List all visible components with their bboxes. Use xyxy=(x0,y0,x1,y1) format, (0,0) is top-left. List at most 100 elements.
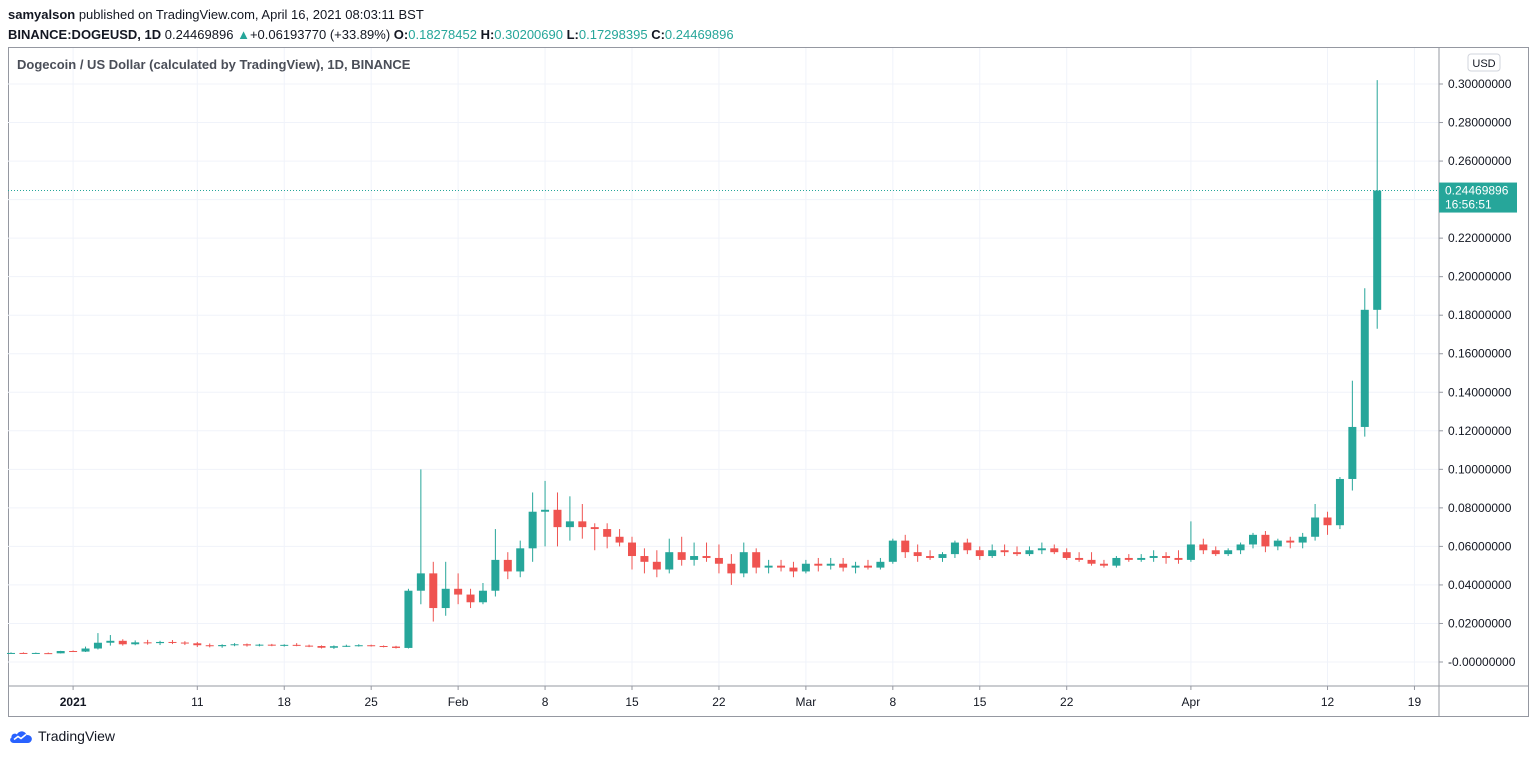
candle-body xyxy=(839,563,848,568)
candle-body xyxy=(1000,550,1009,553)
candle xyxy=(1013,546,1022,557)
candle-body xyxy=(565,521,574,528)
candle-body xyxy=(1174,557,1183,560)
footer-brand[interactable]: TradingView xyxy=(8,727,115,745)
candle-body xyxy=(615,536,624,543)
candle-body xyxy=(31,652,40,654)
footer-brand-label: TradingView xyxy=(38,728,116,744)
candle-body xyxy=(677,552,686,560)
candle-body xyxy=(913,552,922,557)
candle xyxy=(752,548,761,574)
candle-body xyxy=(1236,544,1245,551)
candle-body xyxy=(280,644,289,646)
candle-body xyxy=(690,556,699,560)
candle xyxy=(93,633,102,650)
candle xyxy=(305,644,314,648)
candle xyxy=(702,542,711,562)
candle xyxy=(615,529,624,547)
y-tick-label: -0.00000000 xyxy=(1448,655,1516,669)
candle xyxy=(1025,546,1034,557)
open-label: O: xyxy=(393,27,409,42)
last-price-badge xyxy=(1439,182,1517,213)
candle xyxy=(156,640,165,646)
candle xyxy=(7,652,15,654)
candle xyxy=(280,644,289,647)
candle xyxy=(292,643,301,647)
candle-body xyxy=(1249,534,1257,545)
candle xyxy=(19,652,28,654)
candle xyxy=(255,643,264,647)
candle xyxy=(516,540,525,578)
candle xyxy=(131,640,140,646)
x-tick-label: 22 xyxy=(1060,695,1074,709)
candle-body xyxy=(1162,556,1171,558)
x-tick-label: 2021 xyxy=(60,695,87,709)
candle-body xyxy=(156,641,165,644)
candle-body xyxy=(1124,557,1133,560)
candle-body xyxy=(888,540,897,562)
author-name[interactable]: samyalson xyxy=(8,7,76,22)
candle xyxy=(590,523,599,551)
candle-body xyxy=(764,565,773,568)
up-arrow-icon: ▲ xyxy=(237,27,250,42)
currency-label: USD xyxy=(1472,58,1495,70)
candle xyxy=(926,550,935,560)
candle xyxy=(938,552,947,562)
last-price: 0.24469896 xyxy=(164,27,234,42)
candle-body xyxy=(292,644,301,646)
candle xyxy=(478,583,487,605)
candle xyxy=(1311,504,1320,541)
countdown-label: 16:56:51 xyxy=(1445,198,1492,212)
candle-body xyxy=(1261,534,1270,547)
candle xyxy=(44,652,53,655)
candle-body xyxy=(590,527,599,530)
candle xyxy=(777,559,786,572)
currency-label-box xyxy=(1467,53,1501,72)
candle-body xyxy=(789,567,798,572)
x-tick-label: 8 xyxy=(889,695,896,709)
low-label: L: xyxy=(566,27,579,42)
candle xyxy=(329,645,338,649)
candle-body xyxy=(367,645,376,647)
candle-body xyxy=(876,561,885,568)
candle xyxy=(528,492,537,562)
candle xyxy=(441,561,450,616)
candle-body xyxy=(131,642,140,645)
candle xyxy=(764,559,773,574)
chart-frame[interactable] xyxy=(8,47,1529,717)
candle-body xyxy=(1360,309,1369,427)
y-tick-label: 0.02000000 xyxy=(1448,616,1512,630)
candle xyxy=(714,544,723,574)
candle-body xyxy=(963,542,972,551)
candle xyxy=(652,550,661,578)
candle-body xyxy=(317,646,326,648)
candle-body xyxy=(19,652,28,654)
candle xyxy=(1348,380,1357,491)
candle xyxy=(56,650,65,654)
price-change: +0.06193770 (+33.89%) xyxy=(249,27,391,42)
y-tick-label: 0.12000000 xyxy=(1448,424,1512,438)
candle-body xyxy=(454,588,463,595)
candle xyxy=(603,523,612,549)
candle xyxy=(1124,554,1133,562)
x-tick-label: 15 xyxy=(973,695,987,709)
candle-body xyxy=(242,644,251,646)
tradingview-cloud-icon xyxy=(10,731,32,743)
candle-body xyxy=(665,552,674,570)
candle xyxy=(466,588,475,609)
candle xyxy=(851,561,860,574)
y-tick-label: 0.26000000 xyxy=(1448,154,1512,168)
published-text: published on TradingView.com, April 16, … xyxy=(78,7,424,22)
candle xyxy=(1137,554,1146,562)
candle-body xyxy=(1099,563,1108,566)
candle xyxy=(429,561,438,622)
candle xyxy=(1174,550,1183,564)
candle xyxy=(267,643,276,647)
candle-body xyxy=(329,646,338,648)
candle-body xyxy=(441,588,450,609)
candle-body xyxy=(1348,426,1357,479)
candle-body xyxy=(1323,517,1332,526)
candle-body xyxy=(777,565,786,568)
candle xyxy=(1360,288,1369,437)
